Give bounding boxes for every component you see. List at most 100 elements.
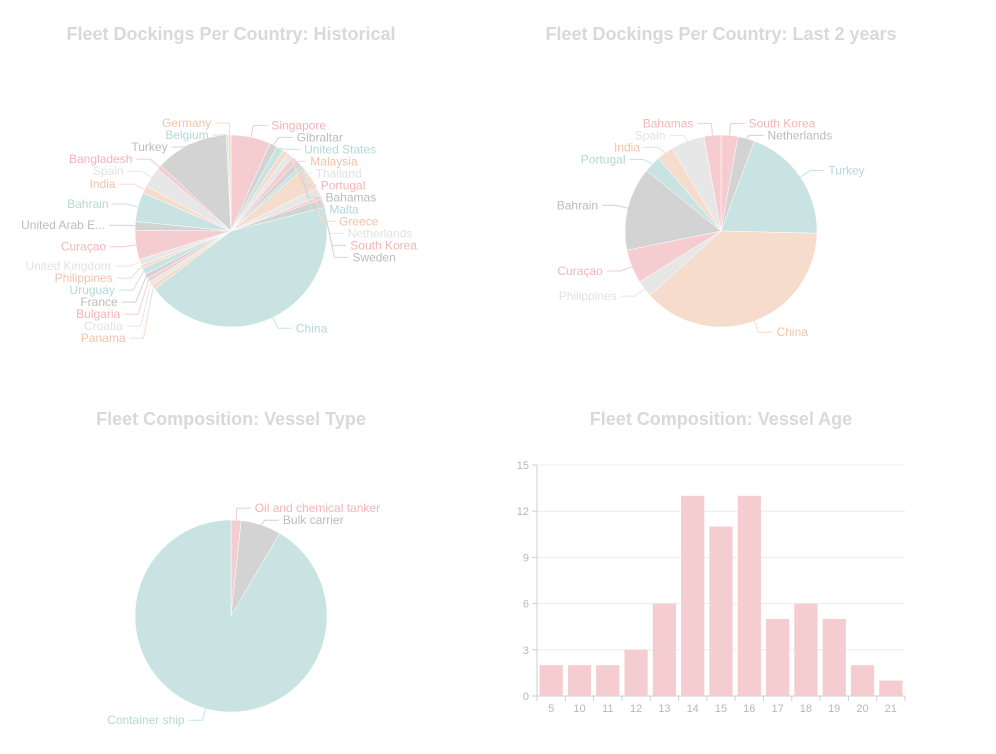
pie-label-croatia: Croatia [84, 319, 123, 333]
pie-label-greece: Greece [339, 214, 379, 228]
pie-label-south-korea: South Korea [350, 238, 417, 252]
x-tick-label: 20 [856, 703, 868, 715]
y-tick-label: 12 [517, 506, 529, 518]
pie-label-belgium: Belgium [165, 128, 208, 142]
leader-line [644, 146, 666, 154]
leader-line [669, 134, 688, 142]
leader-line [171, 143, 191, 148]
leader-line [602, 204, 628, 209]
leader-line [112, 203, 139, 208]
bar-age-11[interactable] [596, 665, 620, 696]
pie-label-netherlands: Netherlands [768, 128, 833, 142]
bar-age-21[interactable] [879, 680, 903, 696]
x-tick-label: 12 [630, 703, 642, 715]
leader-line [279, 147, 301, 150]
pie-slice-0-germany[interactable] [227, 134, 232, 232]
leader-line [310, 177, 335, 222]
pie-slice-0-china[interactable] [154, 207, 328, 328]
leader-line [260, 519, 279, 526]
panel-vessel-age: Fleet Composition: Vessel Age 0 3 6 9 12 15 5 1… [517, 409, 906, 715]
pie-label-china: China [777, 325, 809, 339]
pie-label-malaysia: Malaysia [310, 154, 358, 168]
leader-line [124, 279, 149, 315]
leader-line [606, 266, 632, 272]
pie-label-philippines: Philippines [55, 271, 113, 285]
title-vessel-type: Fleet Composition: Vessel Type [96, 409, 366, 429]
pie-label-bulgaria: Bulgaria [76, 307, 120, 321]
pie-label-netherlands: Netherlands [348, 226, 413, 240]
pie-label-turkey: Turkey [828, 163, 864, 177]
x-tick-label: 18 [800, 703, 812, 715]
bar-age-18[interactable] [794, 603, 818, 696]
pie-label-bahrain: Bahrain [67, 197, 108, 211]
title-vessel-age: Fleet Composition: Vessel Age [590, 409, 852, 429]
y-tick-label: 6 [523, 599, 529, 611]
pie-slice-1-china[interactable] [649, 230, 818, 328]
pie-label-united-arab-e: United Arab E... [21, 218, 105, 232]
x-tick-label: 11 [602, 703, 613, 715]
leader-line [302, 166, 326, 210]
bar-age-14[interactable] [681, 495, 705, 696]
pie-label-uruguay: Uruguay [70, 283, 115, 297]
x-tick-label: 14 [687, 703, 699, 715]
pie-label-oil-and-chemical-tanker: Oil and chemical tanker [255, 501, 380, 515]
x-tick-label: 19 [828, 703, 840, 715]
leader-line [273, 136, 293, 146]
bar-age-15[interactable] [709, 526, 733, 696]
bar-age-12[interactable] [624, 649, 648, 696]
bar-age-13[interactable] [652, 603, 676, 696]
x-tick-label: 16 [743, 703, 755, 715]
leader-line [753, 320, 773, 333]
pie-label-cura-ao: Curaçao [557, 264, 603, 278]
x-tick-label: 5 [548, 703, 554, 715]
pie-slice-1-turkey[interactable] [720, 140, 818, 234]
leader-line [121, 276, 147, 303]
pie-label-container-ship: Container ship [107, 713, 185, 727]
leader-line [729, 122, 745, 136]
leader-line [110, 244, 137, 248]
pie-label-cura-ao: Curaçao [61, 240, 107, 254]
x-tick-label: 17 [771, 703, 783, 715]
bar-age-16[interactable] [737, 495, 761, 696]
y-tick-label: 0 [523, 691, 529, 703]
pie-label-portugal: Portugal [321, 178, 366, 192]
pie-label-sweden: Sweden [352, 250, 395, 264]
bar-chart-vessel-age: 0 3 6 9 12 15 5 10 11 12 13 14 15 16 17 18 19 20 21 [517, 460, 906, 715]
leader-line [118, 270, 145, 291]
leader-line [129, 287, 154, 339]
pie-slice-2-container-ship[interactable] [134, 519, 328, 713]
panel-vessel-type: Fleet Composition: Vessel Type Oil and c… [96, 409, 380, 727]
pie-label-gibraltar: Gibraltar [297, 130, 343, 144]
leader-line [322, 203, 349, 258]
pie-label-bangladesh: Bangladesh [69, 152, 132, 166]
title-historical: Fleet Dockings Per Country: Historical [66, 24, 395, 44]
title-last-2-years: Fleet Dockings Per Country: Last 2 years [545, 24, 896, 44]
pie-label-bulk-carrier: Bulk carrier [283, 513, 344, 527]
pie-slice-1-bahrain[interactable] [624, 170, 722, 251]
pie-label-china: China [296, 321, 328, 335]
leader-line [126, 283, 152, 327]
bar-age-10[interactable] [567, 665, 592, 696]
pie-label-turkey: Turkey [131, 140, 167, 154]
x-tick-label: 13 [658, 703, 670, 715]
y-tick-label: 9 [523, 552, 529, 564]
leader-line [116, 266, 143, 279]
pie-label-france: France [80, 295, 118, 309]
bar-age-19[interactable] [822, 619, 846, 696]
pie-label-bahamas: Bahamas [326, 190, 377, 204]
bar-age-5[interactable] [539, 665, 563, 696]
pie-label-bahrain: Bahrain [557, 198, 598, 212]
bar-age-20[interactable] [850, 665, 875, 696]
pie-label-portugal: Portugal [581, 152, 626, 166]
leader-line [294, 159, 317, 186]
leader-line [136, 158, 160, 168]
y-tick-label: 15 [517, 460, 529, 472]
pie-label-singapore: Singapore [271, 118, 326, 132]
x-tick-label: 15 [715, 703, 727, 715]
bar-age-17[interactable] [766, 619, 790, 696]
pie-label-thailand: Thailand [316, 166, 362, 180]
leader-line [215, 122, 230, 136]
